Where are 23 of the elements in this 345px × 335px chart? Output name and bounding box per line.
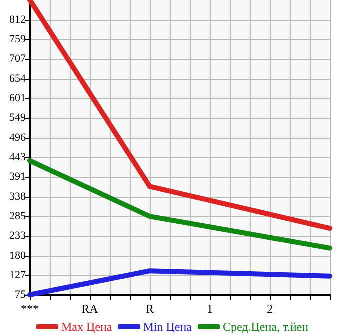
y-tick-label: 75 [15,289,26,301]
y-tick-label: 285 [10,210,26,223]
x-tick-label: R [146,302,154,316]
y-tick-label: 443 [10,152,26,164]
y-tick-label: 654 [10,72,26,85]
y-tick-label: 338 [10,190,26,203]
y-tick-label: 759 [10,34,26,46]
y-tick-label: 496 [10,132,26,144]
y-tick-label: 707 [10,53,26,65]
x-tick-label: 1 [207,302,213,316]
x-tick-label: RA [82,302,99,316]
y-tick-label: 812 [10,14,26,26]
y-tick-label: 233 [10,230,26,242]
y-tick-label: 549 [10,112,26,124]
y-tick-label: 391 [10,171,26,183]
y-tick-label: 180 [10,250,26,262]
y-tick-label: 127 [10,270,26,282]
legend-label: Сред.Цена, т.йен [222,320,310,334]
legend-label: Min Цена [143,320,193,334]
legend-label: Max Цена [61,320,113,334]
y-tick-label: 601 [10,92,26,105]
x-tick-label: 2 [267,302,273,316]
x-tick-label: *** [21,302,39,316]
